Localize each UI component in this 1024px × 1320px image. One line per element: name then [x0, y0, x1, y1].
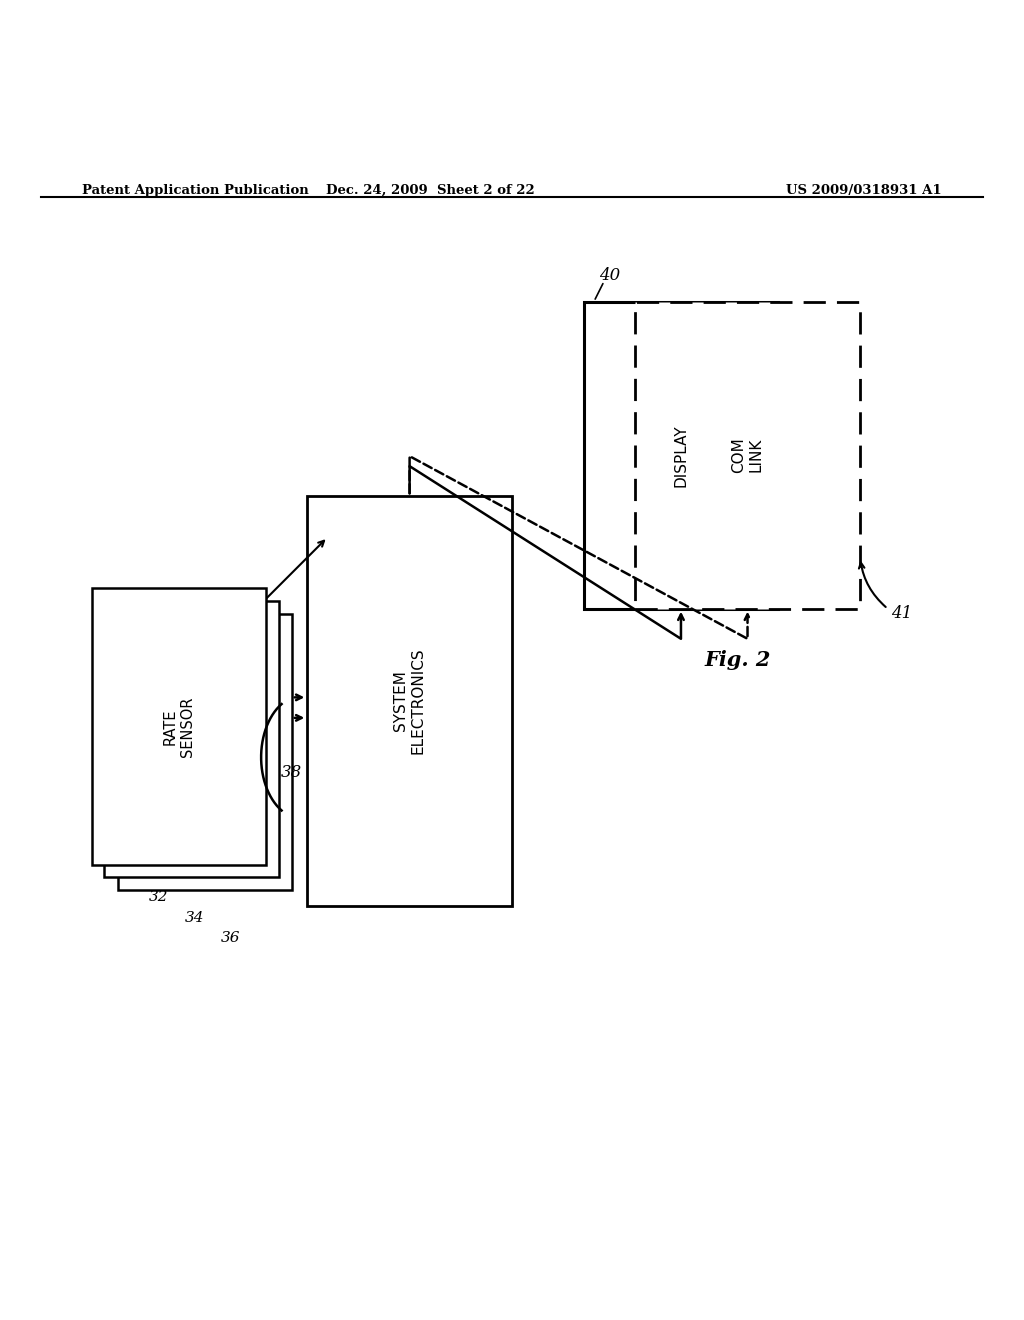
Text: 30: 30: [214, 590, 237, 607]
Text: COM
LINK: COM LINK: [731, 437, 764, 473]
Text: Patent Application Publication: Patent Application Publication: [82, 183, 308, 197]
Text: 34: 34: [184, 911, 205, 925]
Text: DISPLAY: DISPLAY: [674, 424, 688, 487]
FancyBboxPatch shape: [635, 301, 860, 609]
Text: 36: 36: [220, 932, 241, 945]
Text: RATE
SENSOR: RATE SENSOR: [163, 697, 196, 756]
Text: SYSTEM
ELECTRONICS: SYSTEM ELECTRONICS: [393, 648, 426, 754]
FancyBboxPatch shape: [118, 614, 292, 891]
Text: 40: 40: [599, 268, 621, 285]
Text: 41: 41: [891, 606, 912, 623]
Text: US 2009/0318931 A1: US 2009/0318931 A1: [786, 183, 942, 197]
FancyBboxPatch shape: [92, 589, 266, 865]
FancyBboxPatch shape: [584, 301, 778, 609]
FancyBboxPatch shape: [104, 601, 279, 876]
Text: 38: 38: [281, 764, 302, 781]
Text: 32: 32: [148, 891, 169, 904]
FancyBboxPatch shape: [307, 496, 512, 906]
Text: Dec. 24, 2009  Sheet 2 of 22: Dec. 24, 2009 Sheet 2 of 22: [326, 183, 535, 197]
Text: Fig. 2: Fig. 2: [705, 649, 770, 671]
